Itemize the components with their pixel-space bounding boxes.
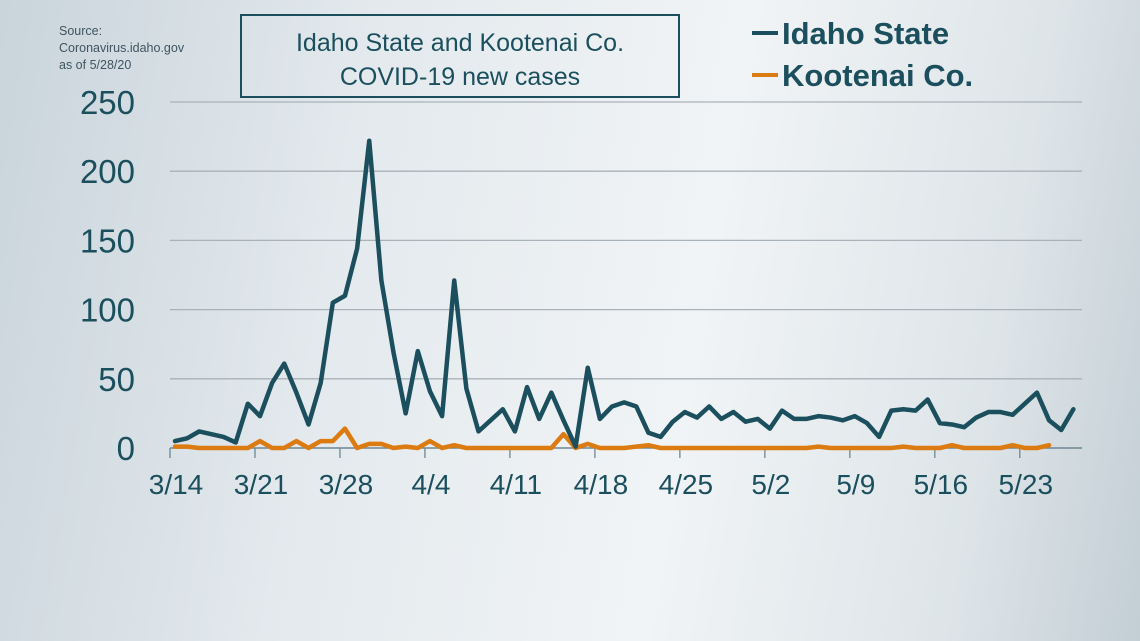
x-tick-label: 4/11 <box>490 469 542 500</box>
y-tick-label: 250 <box>80 84 135 121</box>
legend-swatch <box>752 30 778 35</box>
y-tick-label: 50 <box>98 361 135 398</box>
legend-label: Idaho State <box>782 16 950 51</box>
y-tick-label: 150 <box>80 222 135 259</box>
x-tick-label: 3/28 <box>319 469 374 500</box>
x-tick-label: 3/21 <box>234 469 289 500</box>
x-tick-label: 5/23 <box>999 469 1054 500</box>
source-line: as of 5/28/20 <box>59 58 132 72</box>
chart-title-line: Idaho State and Kootenai Co. <box>295 29 625 57</box>
x-tick-label: 3/14 <box>149 469 204 500</box>
x-tick-label: 5/9 <box>836 469 875 500</box>
y-tick-label: 200 <box>80 153 135 190</box>
legend-item-kootenai: Kootenai Co. <box>752 58 973 94</box>
legend-item-idaho: Idaho State <box>752 16 949 52</box>
source-line: Coronavirus.idaho.gov <box>59 41 185 55</box>
x-tick-label: 4/25 <box>659 469 714 500</box>
x-tick-label: 5/16 <box>914 469 969 500</box>
y-tick-label: 100 <box>80 292 135 329</box>
source-line: Source: <box>59 24 103 38</box>
legend-swatch <box>752 72 778 77</box>
x-tick-label: 4/18 <box>574 469 629 500</box>
y-tick-label: 0 <box>117 430 135 467</box>
series-line-kootenai-co- <box>172 426 1052 451</box>
series-line-idaho-state <box>172 138 1076 449</box>
x-tick-label: 5/2 <box>751 469 790 500</box>
source-note: Source: Coronavirus.idaho.gov as of 5/28… <box>59 23 184 74</box>
chart-title: Idaho State and Kootenai Co. COVID-19 ne… <box>240 14 680 98</box>
chart-title-line: COVID-19 new cases <box>339 63 581 91</box>
x-tick-label: 4/4 <box>411 469 450 500</box>
legend-label: Kootenai Co. <box>782 58 974 93</box>
